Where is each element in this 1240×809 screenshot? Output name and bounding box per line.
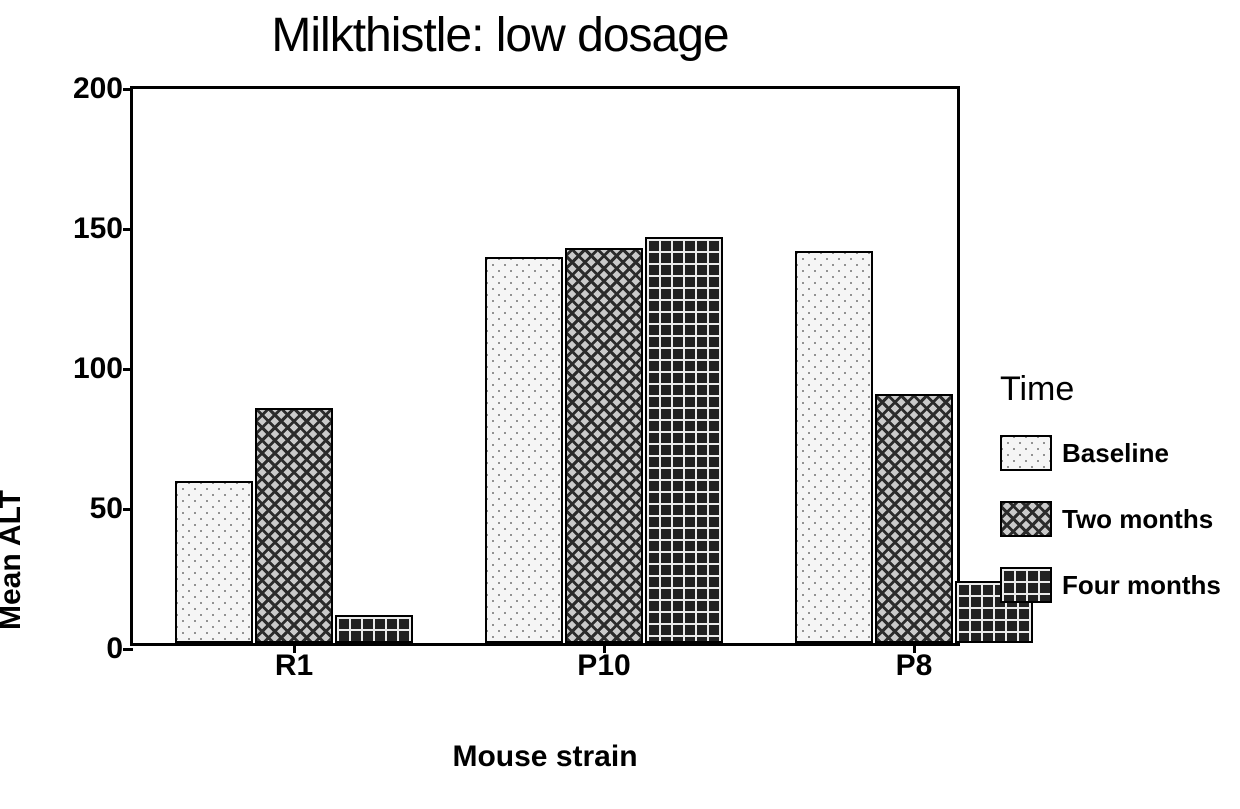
legend-label: Two months xyxy=(1062,504,1213,535)
legend-item: Two months xyxy=(1000,501,1221,537)
legend-item: Baseline xyxy=(1000,435,1221,471)
x-axis-label: Mouse strain xyxy=(452,740,637,774)
legend-label: Baseline xyxy=(1062,438,1169,469)
bar xyxy=(485,257,563,643)
bar xyxy=(645,237,723,643)
y-tick-mark xyxy=(123,508,133,511)
bar xyxy=(875,394,953,643)
bar xyxy=(255,408,333,643)
legend-item: Four months xyxy=(1000,567,1221,603)
legend-swatch xyxy=(1000,501,1052,537)
bar xyxy=(175,481,253,643)
y-tick-mark xyxy=(123,648,133,651)
bar xyxy=(565,248,643,643)
x-tick-mark xyxy=(293,643,296,653)
legend: Time Baseline Two months Four months xyxy=(1000,370,1221,633)
legend-title: Time xyxy=(1000,370,1221,409)
x-tick-mark xyxy=(913,643,916,653)
plot-area: 050100150200R1P10P8 xyxy=(130,86,960,646)
bar xyxy=(335,615,413,643)
y-tick-mark xyxy=(123,88,133,91)
y-axis-label: Mean ALT xyxy=(0,490,28,630)
chart-container: Milkthistle: low dosage 050100150200R1P1… xyxy=(0,0,1240,809)
legend-label: Four months xyxy=(1062,570,1221,601)
y-tick-mark xyxy=(123,368,133,371)
chart-title: Milkthistle: low dosage xyxy=(0,8,1000,63)
legend-swatch xyxy=(1000,435,1052,471)
legend-swatch xyxy=(1000,567,1052,603)
y-tick-mark xyxy=(123,228,133,231)
bar xyxy=(795,251,873,643)
x-tick-mark xyxy=(603,643,606,653)
